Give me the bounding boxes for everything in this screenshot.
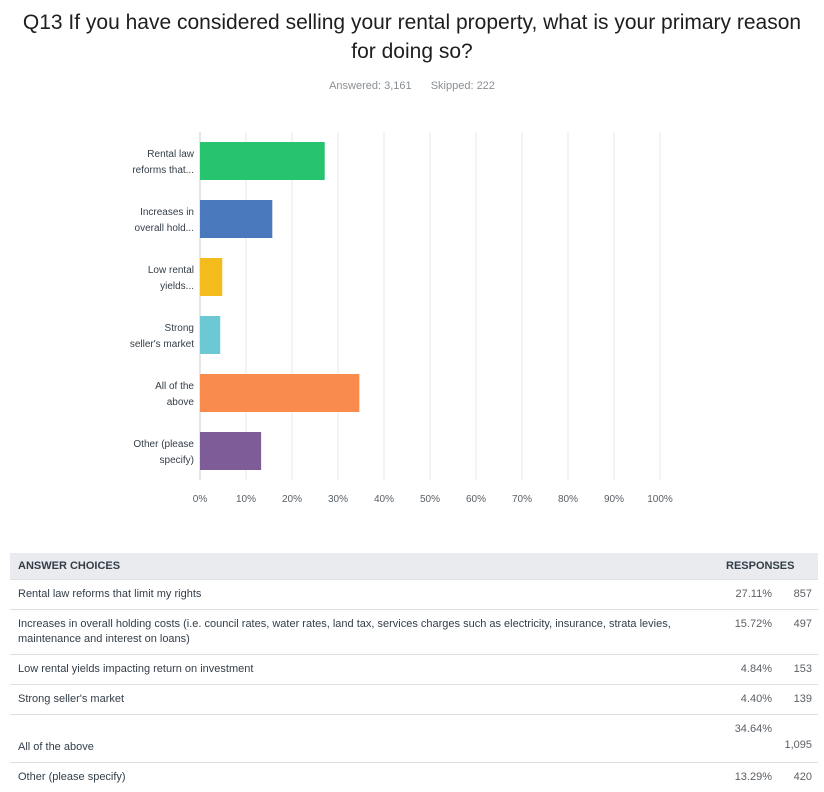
- row-choice: Rental law reforms that limit my rights: [10, 578, 718, 609]
- table-row: Low rental yields impacting return on in…: [10, 653, 818, 684]
- x-tick-label: 20%: [282, 494, 302, 505]
- bar: [200, 374, 360, 412]
- row-choice: Low rental yields impacting return on in…: [10, 653, 718, 684]
- row-percent: 34.64%: [718, 713, 776, 762]
- table-row: Other (please specify) 13.29% 420: [10, 761, 818, 792]
- row-choice: Increases in overall holding costs (i.e.…: [10, 608, 718, 654]
- bar: [200, 142, 325, 180]
- row-percent: 4.40%: [718, 683, 776, 714]
- question-title: Q13 If you have considered selling your …: [22, 11, 802, 63]
- answer-choices-header: ANSWER CHOICES: [10, 553, 718, 579]
- answered-count: Answered: 3,161: [329, 80, 412, 92]
- category-label: Rental law: [147, 149, 194, 160]
- row-count: 153: [776, 653, 818, 684]
- row-percent: 27.11%: [718, 578, 776, 609]
- x-tick-label: 70%: [512, 494, 532, 505]
- row-choice: All of the above: [10, 713, 718, 762]
- category-label: Other (please: [133, 439, 194, 450]
- bar: [200, 316, 221, 354]
- x-tick-label: 30%: [328, 494, 348, 505]
- row-percent: 13.29%: [718, 761, 776, 792]
- bar: [200, 432, 262, 470]
- category-label: Low rental: [148, 265, 194, 276]
- category-label: All of the: [155, 381, 194, 392]
- x-tick-label: 0%: [193, 494, 208, 505]
- results-table: ANSWER CHOICES RESPONSES Rental law refo…: [10, 553, 818, 792]
- skipped-count: Skipped: 222: [430, 80, 495, 92]
- row-choice: Other (please specify): [10, 761, 718, 792]
- responses-header: RESPONSES: [718, 553, 818, 579]
- category-label: seller's market: [130, 339, 194, 350]
- row-count: 420: [776, 761, 818, 792]
- row-count: 497: [776, 608, 818, 654]
- table-row: Strong seller's market 4.40% 139: [10, 683, 818, 714]
- bar: [200, 258, 223, 296]
- x-tick-label: 40%: [374, 494, 394, 505]
- x-tick-label: 50%: [420, 494, 440, 505]
- x-tick-label: 100%: [647, 494, 673, 505]
- x-tick-label: 80%: [558, 494, 578, 505]
- row-percent: 4.84%: [718, 653, 776, 684]
- x-tick-label: 90%: [604, 494, 624, 505]
- table-row: Increases in overall holding costs (i.e.…: [10, 608, 818, 654]
- row-count: 139: [776, 683, 818, 714]
- x-tick-label: 60%: [466, 494, 486, 505]
- row-count: 857: [776, 578, 818, 609]
- response-summary: Answered: 3,161 Skipped: 222: [0, 80, 824, 92]
- table-row: All of the above 34.64% 1,095: [10, 713, 818, 762]
- category-label: specify): [160, 455, 194, 466]
- row-choice: Strong seller's market: [10, 683, 718, 714]
- category-label: reforms that...: [132, 165, 194, 176]
- category-label: Strong: [165, 323, 194, 334]
- category-label: above: [167, 397, 195, 408]
- category-label: overall hold...: [135, 223, 194, 234]
- table-header-row: ANSWER CHOICES RESPONSES: [10, 553, 818, 579]
- table-row: Rental law reforms that limit my rights …: [10, 578, 818, 609]
- bar: [200, 200, 273, 238]
- row-count: 1,095: [776, 713, 818, 762]
- x-tick-label: 10%: [236, 494, 256, 505]
- row-percent: 15.72%: [718, 608, 776, 654]
- category-label: Increases in: [140, 207, 194, 218]
- category-label: yields...: [160, 281, 194, 292]
- bar-chart: 0% 10% 20% 30% 40% 50% 60% 70% 80% 90% 100% Rental …: [130, 132, 673, 505]
